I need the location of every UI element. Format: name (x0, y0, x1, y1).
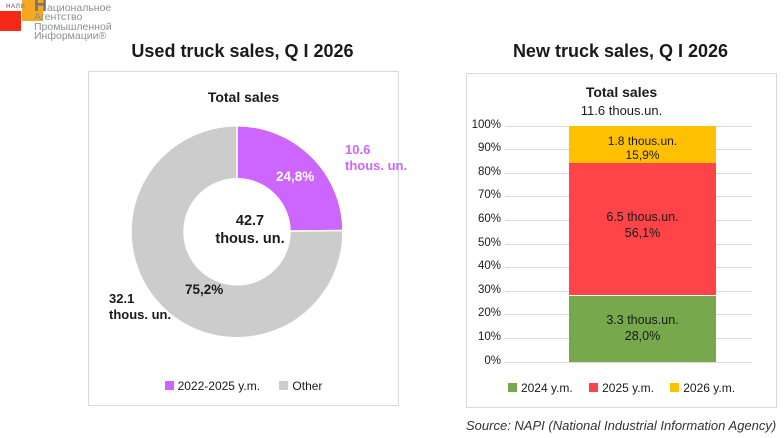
svg-text:thous. un.: thous. un. (109, 307, 171, 322)
svg-text:75,2%: 75,2% (185, 282, 223, 297)
svg-text:10.6: 10.6 (345, 142, 370, 157)
svg-text:thous. un.: thous. un. (345, 158, 407, 173)
svg-text:thous. un.: thous. un. (215, 231, 284, 247)
svg-text:24,8%: 24,8% (276, 169, 314, 184)
svg-text:42.7: 42.7 (236, 213, 264, 229)
svg-text:32.1: 32.1 (109, 291, 134, 306)
